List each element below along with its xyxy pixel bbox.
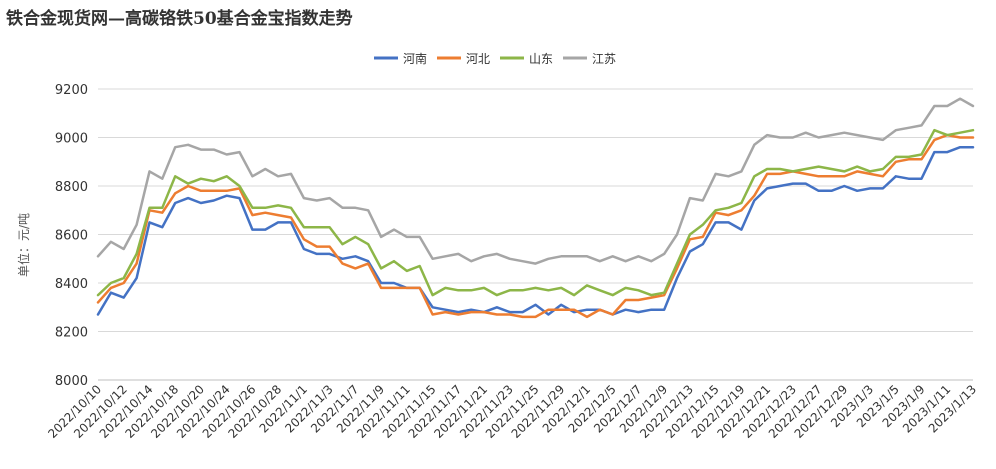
series-line-3 — [96, 97, 975, 265]
x-axis: 2022/10/102022/10/122022/10/142022/10/18… — [45, 382, 979, 441]
y-tick-label: 8600 — [55, 229, 88, 244]
legend: 河南 河北 山东 江苏 — [374, 51, 616, 66]
y-tick-label: 9000 — [55, 132, 88, 147]
chart-title: 铁合金现货网—高碳铬铁50基合金宝指数走势 — [6, 8, 353, 29]
grid — [98, 88, 973, 381]
series-line-0 — [96, 145, 975, 316]
legend-label-2: 山东 — [529, 52, 553, 66]
y-tick-label: 8800 — [55, 180, 88, 195]
series-group — [96, 97, 975, 319]
y-tick-label: 8000 — [55, 374, 88, 389]
y-tick-label: 8200 — [55, 326, 88, 341]
y-tick-label: 9200 — [55, 83, 88, 98]
series-line-2 — [96, 128, 975, 297]
y-axis: 8000 8200 8400 8600 8800 9000 9200 — [55, 83, 88, 389]
legend-label-1: 河北 — [466, 52, 490, 66]
y-tick-label: 8400 — [55, 277, 88, 292]
legend-label-0: 河南 — [403, 51, 427, 66]
series-line-1 — [96, 133, 975, 319]
legend-label-3: 江苏 — [592, 52, 616, 66]
y-axis-label: 单位：元/吨 — [16, 213, 31, 277]
